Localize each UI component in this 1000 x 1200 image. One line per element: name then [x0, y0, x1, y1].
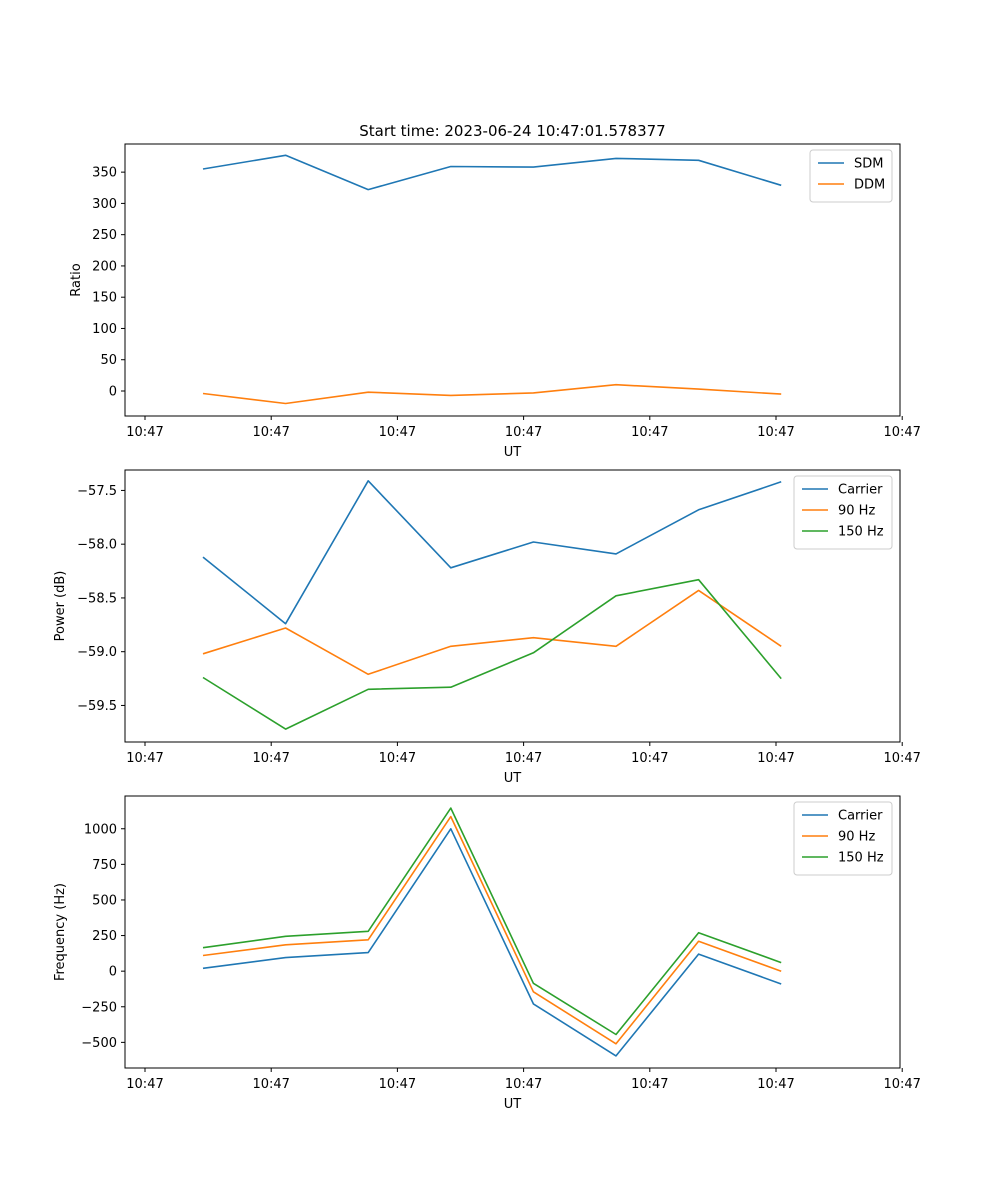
- y-tick-label: −500: [81, 1036, 117, 1051]
- axes-frame: [124, 795, 901, 1069]
- x-tick-label: 10:47: [505, 1077, 542, 1092]
- y-tick-label: 750: [92, 858, 117, 873]
- x-tick-label: 10:47: [252, 751, 289, 766]
- legend-label: 90 Hz: [838, 830, 875, 845]
- x-tick-label: 10:47: [126, 425, 163, 440]
- y-tick-label: −250: [81, 1000, 117, 1015]
- series-line-150-hz: [202, 807, 782, 1036]
- series-line-sdm: [202, 154, 782, 191]
- y-tick-label: 250: [92, 228, 117, 243]
- x-tick-label: 10:47: [379, 751, 416, 766]
- legend-label: 150 Hz: [838, 525, 884, 540]
- y-tick-label: −57.5: [77, 484, 117, 499]
- x-tick-label: 10:47: [757, 425, 794, 440]
- legend-label: Carrier: [838, 483, 883, 498]
- legend-label: DDM: [854, 178, 885, 193]
- y-axis-label: Ratio: [69, 263, 84, 296]
- y-tick-label: 200: [92, 259, 117, 274]
- y-tick-label: 0: [109, 384, 117, 399]
- y-tick-label: 100: [92, 322, 117, 337]
- y-tick-label: 300: [92, 197, 117, 212]
- x-tick-label: 10:47: [252, 1077, 289, 1092]
- x-tick-label: 10:47: [505, 425, 542, 440]
- x-tick-label: 10:47: [883, 751, 920, 766]
- x-tick-label: 10:47: [757, 751, 794, 766]
- y-tick-label: −58.0: [77, 538, 117, 553]
- y-tick-label: 250: [92, 929, 117, 944]
- y-tick-label: 150: [92, 291, 117, 306]
- y-tick-label: 1000: [84, 822, 117, 837]
- y-axis-label: Frequency (Hz): [53, 883, 68, 981]
- x-axis-label: UT: [504, 445, 522, 460]
- y-tick-label: 50: [100, 353, 117, 368]
- x-tick-label: 10:47: [631, 1077, 668, 1092]
- x-tick-label: 10:47: [379, 425, 416, 440]
- x-tick-label: 10:47: [126, 751, 163, 766]
- y-tick-label: 350: [92, 166, 117, 181]
- x-tick-label: 10:47: [883, 1077, 920, 1092]
- x-tick-label: 10:47: [757, 1077, 794, 1092]
- y-tick-label: 0: [109, 965, 117, 980]
- y-tick-label: −59.5: [77, 699, 117, 714]
- legend-label: Carrier: [838, 809, 883, 824]
- y-tick-label: −58.5: [77, 591, 117, 606]
- x-axis-label: UT: [504, 771, 522, 786]
- x-tick-label: 10:47: [505, 751, 542, 766]
- axes-frame: [124, 469, 901, 743]
- legend-label: 150 Hz: [838, 851, 884, 866]
- chart-panel-1: Start time: 2023-06-24 10:47:01.578377 10…: [69, 122, 921, 460]
- series-line-ddm: [202, 383, 782, 405]
- x-tick-label: 10:47: [631, 751, 668, 766]
- legend-label: SDM: [854, 157, 883, 172]
- chart-title: Start time: 2023-06-24 10:47:01.578377: [359, 122, 665, 140]
- chart-panel-2: 10:4710:4710:4710:4710:4710:4710:4710:48…: [53, 469, 921, 786]
- y-tick-label: 500: [92, 893, 117, 908]
- chart-panel-3: 10:4710:4710:4710:4710:4710:4710:4710:48…: [53, 795, 921, 1112]
- series-line-carrier: [202, 479, 782, 625]
- axes-frame: [124, 143, 901, 417]
- x-axis-label: UT: [504, 1097, 522, 1112]
- x-tick-label: 10:47: [252, 425, 289, 440]
- x-tick-label: 10:47: [883, 425, 920, 440]
- series-line-90-hz: [202, 815, 782, 1045]
- series-line-carrier: [202, 827, 782, 1057]
- y-axis-label: Power (dB): [53, 571, 68, 642]
- x-tick-label: 10:47: [126, 1077, 163, 1092]
- legend-label: 90 Hz: [838, 504, 875, 519]
- x-tick-label: 10:47: [379, 1077, 416, 1092]
- series-line-90-hz: [202, 589, 782, 676]
- y-tick-label: −59.0: [77, 645, 117, 660]
- x-tick-label: 10:47: [631, 425, 668, 440]
- series-line-150-hz: [202, 578, 782, 730]
